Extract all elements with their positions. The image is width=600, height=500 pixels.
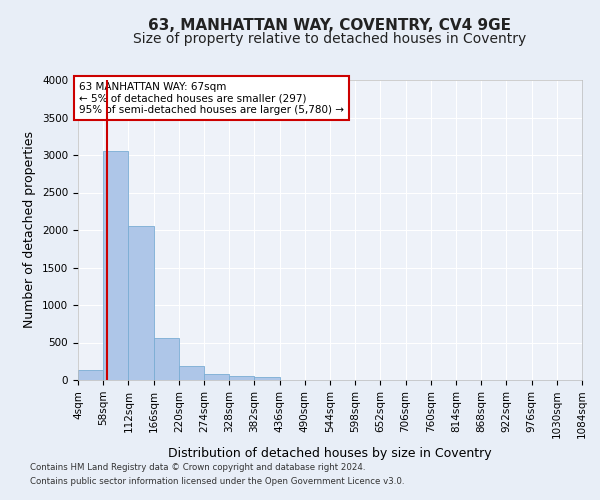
Text: Size of property relative to detached houses in Coventry: Size of property relative to detached ho… xyxy=(133,32,527,46)
Bar xyxy=(204,374,229,380)
Y-axis label: Number of detached properties: Number of detached properties xyxy=(23,132,37,328)
Bar xyxy=(103,150,128,380)
X-axis label: Distribution of detached houses by size in Coventry: Distribution of detached houses by size … xyxy=(168,446,492,460)
Text: Contains public sector information licensed under the Open Government Licence v3: Contains public sector information licen… xyxy=(30,477,404,486)
Bar xyxy=(78,370,103,380)
Bar xyxy=(254,377,280,380)
Text: Contains HM Land Registry data © Crown copyright and database right 2024.: Contains HM Land Registry data © Crown c… xyxy=(30,464,365,472)
Text: 63 MANHATTAN WAY: 67sqm
← 5% of detached houses are smaller (297)
95% of semi-de: 63 MANHATTAN WAY: 67sqm ← 5% of detached… xyxy=(79,82,344,114)
Bar xyxy=(154,338,179,380)
Text: 63, MANHATTAN WAY, COVENTRY, CV4 9GE: 63, MANHATTAN WAY, COVENTRY, CV4 9GE xyxy=(149,18,511,32)
Bar xyxy=(128,226,154,380)
Bar xyxy=(229,376,254,380)
Bar xyxy=(179,366,204,380)
